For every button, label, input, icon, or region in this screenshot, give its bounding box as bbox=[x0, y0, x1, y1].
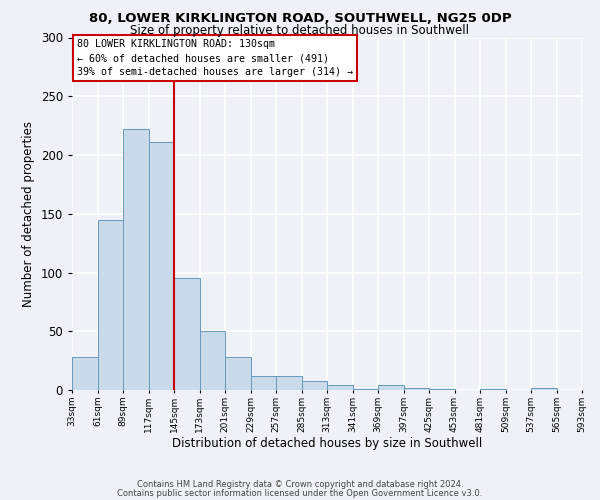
Text: 80 LOWER KIRKLINGTON ROAD: 130sqm
← 60% of detached houses are smaller (491)
39%: 80 LOWER KIRKLINGTON ROAD: 130sqm ← 60% … bbox=[77, 40, 353, 78]
Bar bbox=[276, 376, 302, 390]
Bar bbox=[123, 129, 149, 390]
Y-axis label: Number of detached properties: Number of detached properties bbox=[22, 120, 35, 306]
Bar bbox=[480, 389, 505, 390]
Text: Size of property relative to detached houses in Southwell: Size of property relative to detached ho… bbox=[131, 24, 470, 37]
Bar bbox=[353, 389, 378, 390]
Bar bbox=[149, 142, 174, 390]
Text: 80, LOWER KIRKLINGTON ROAD, SOUTHWELL, NG25 0DP: 80, LOWER KIRKLINGTON ROAD, SOUTHWELL, N… bbox=[89, 12, 511, 26]
Bar bbox=[531, 388, 557, 390]
Bar bbox=[404, 388, 429, 390]
Bar bbox=[97, 220, 123, 390]
Bar bbox=[378, 386, 404, 390]
Bar bbox=[174, 278, 199, 390]
Bar bbox=[225, 357, 251, 390]
Bar bbox=[72, 357, 97, 390]
X-axis label: Distribution of detached houses by size in Southwell: Distribution of detached houses by size … bbox=[172, 438, 482, 450]
Bar bbox=[327, 386, 353, 390]
Text: Contains HM Land Registry data © Crown copyright and database right 2024.: Contains HM Land Registry data © Crown c… bbox=[137, 480, 463, 489]
Bar bbox=[302, 380, 327, 390]
Bar bbox=[429, 389, 455, 390]
Bar bbox=[251, 376, 276, 390]
Text: Contains public sector information licensed under the Open Government Licence v3: Contains public sector information licen… bbox=[118, 488, 482, 498]
Bar bbox=[199, 331, 225, 390]
